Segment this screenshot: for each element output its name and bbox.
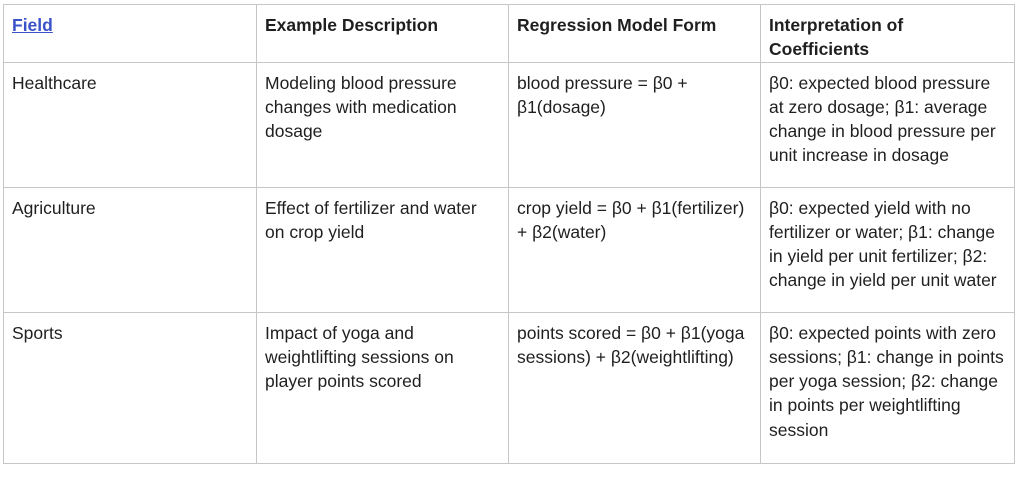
header-interpretation: Interpretation of Coefficients: [760, 4, 1015, 63]
cell-field: Sports: [3, 311, 257, 464]
table-row: Agriculture Effect of fertilizer and wat…: [3, 186, 1015, 313]
regression-table-container: Field Example Description Regression Mod…: [3, 4, 1015, 464]
field-header-link[interactable]: Field: [12, 15, 53, 35]
cell-model-form: crop yield = β0 + β1(fertilizer) + β2(wa…: [508, 186, 761, 313]
cell-field: Agriculture: [3, 186, 257, 313]
regression-examples-table: Field Example Description Regression Mod…: [3, 4, 1015, 464]
cell-model-form: blood pressure = β0 + β1(dosage): [508, 61, 761, 188]
table-row: Healthcare Modeling blood pressure chang…: [3, 61, 1015, 188]
cell-interpretation: β0: expected points with zero sessions; …: [760, 311, 1015, 464]
cell-interpretation: β0: expected blood pressure at zero dosa…: [760, 61, 1015, 188]
table-row: Sports Impact of yoga and weightlifting …: [3, 311, 1015, 464]
cell-example-description: Modeling blood pressure changes with med…: [256, 61, 509, 188]
cell-interpretation: β0: expected yield with no fertilizer or…: [760, 186, 1015, 313]
cell-example-description: Effect of fertilizer and water on crop y…: [256, 186, 509, 313]
header-field: Field: [3, 4, 257, 63]
cell-example-description: Impact of yoga and weightlifting session…: [256, 311, 509, 464]
header-example-description: Example Description: [256, 4, 509, 63]
cell-field: Healthcare: [3, 61, 257, 188]
header-regression-model-form: Regression Model Form: [508, 4, 761, 63]
cell-model-form: points scored = β0 + β1(yoga sessions) +…: [508, 311, 761, 464]
table-header-row: Field Example Description Regression Mod…: [3, 4, 1015, 63]
